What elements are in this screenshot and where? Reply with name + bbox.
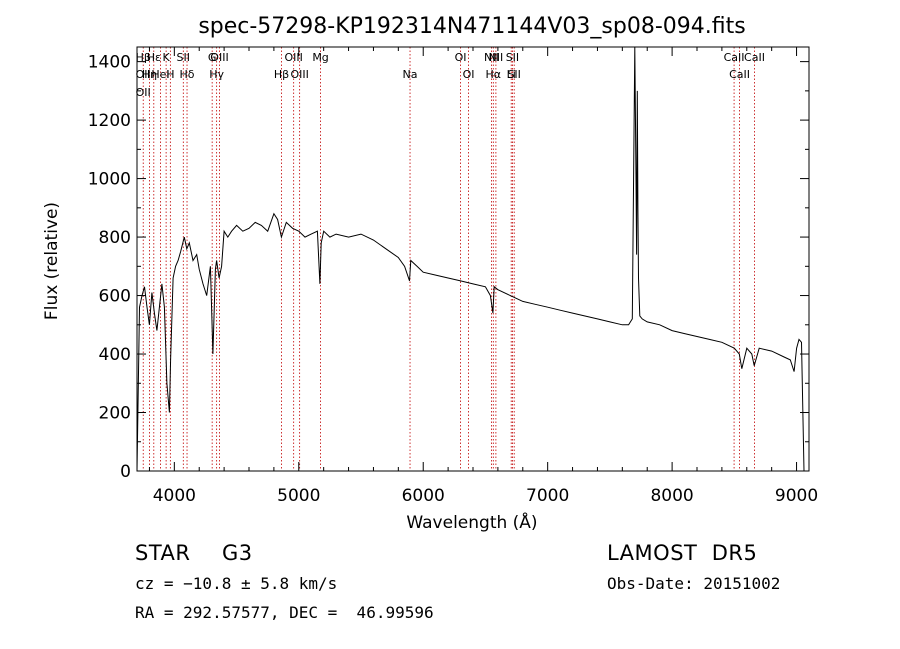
y-tick-label: 1400 [88,53,131,73]
y-axis-label: Flux (relative) [42,202,62,320]
line-label: CaII [729,68,750,81]
line-label: OIII [210,51,228,64]
x-tick-label: 9000 [775,486,818,506]
line-label: SII [506,51,519,64]
y-tick-label: 400 [99,345,131,365]
line-label: Hβ [274,68,289,81]
plot-frame [136,46,810,472]
chart-title: spec-57298-KP192314N471144V03_sp08-094.f… [198,14,745,39]
line-label: SII [177,51,190,64]
coordinates: RA = 292.57577, DEC = 46.99596 [135,603,434,622]
line-label: OII [136,68,151,81]
y-tick-label: 1000 [88,170,131,190]
y-tick-label: 800 [99,228,131,248]
line-label: OIII [290,68,308,81]
line-label: Li [507,68,516,81]
line-label: Hδ [180,68,195,81]
x-tick-label: 8000 [650,486,693,506]
x-tick-label: 7000 [526,486,569,506]
line-label: OIII [284,51,302,64]
x-axis: 4000 5000 6000 7000 8000 9000 [148,47,818,506]
spectral-line-labels: HβOIIOIIHηHεHeIKHSIIHδGHγOIIIHβOIIIOIIIM… [136,51,765,99]
y-tick-label: 600 [99,287,131,307]
line-label: CaII [744,51,765,64]
x-tick-label: 6000 [402,486,445,506]
line-label: K [163,51,171,64]
line-label: Hη [142,68,157,81]
y-tick-label: 1200 [88,111,131,131]
object-class: STAR [135,541,191,565]
line-label: Na [403,68,418,81]
line-label: Hα [486,68,502,81]
survey-name: LAMOST DR5 [607,541,758,565]
y-axis: 0 200 400 600 800 1000 1200 1400 [88,53,809,482]
x-tick-label: 5000 [277,486,320,506]
spectral-line-markers [142,47,755,471]
y-tick-label: 0 [120,462,131,482]
observation-date: Obs-Date: 20151002 [607,574,781,593]
line-label: Hβ [136,51,151,64]
x-tick-label: 4000 [153,486,196,506]
line-label: NII [484,51,499,64]
spectral-subclass: G3 [222,541,253,565]
spectrum-line [136,46,805,472]
line-label: H [166,68,174,81]
line-label: Hε [147,51,161,64]
line-label: CaII [724,51,745,64]
redshift-velocity: cz = −10.8 ± 5.8 km/s [135,574,338,593]
line-label: Hγ [209,68,224,81]
line-label: OII [136,86,151,99]
line-label: HeI [151,68,169,81]
line-label: SII [507,68,520,81]
x-axis-label: Wavelength (Å) [406,511,537,533]
line-label: NII [489,51,504,64]
line-label: Mg [312,51,328,64]
line-label: G [208,51,217,64]
y-tick-label: 200 [99,404,131,424]
line-label: OI [463,68,475,81]
line-label: OI [455,51,467,64]
